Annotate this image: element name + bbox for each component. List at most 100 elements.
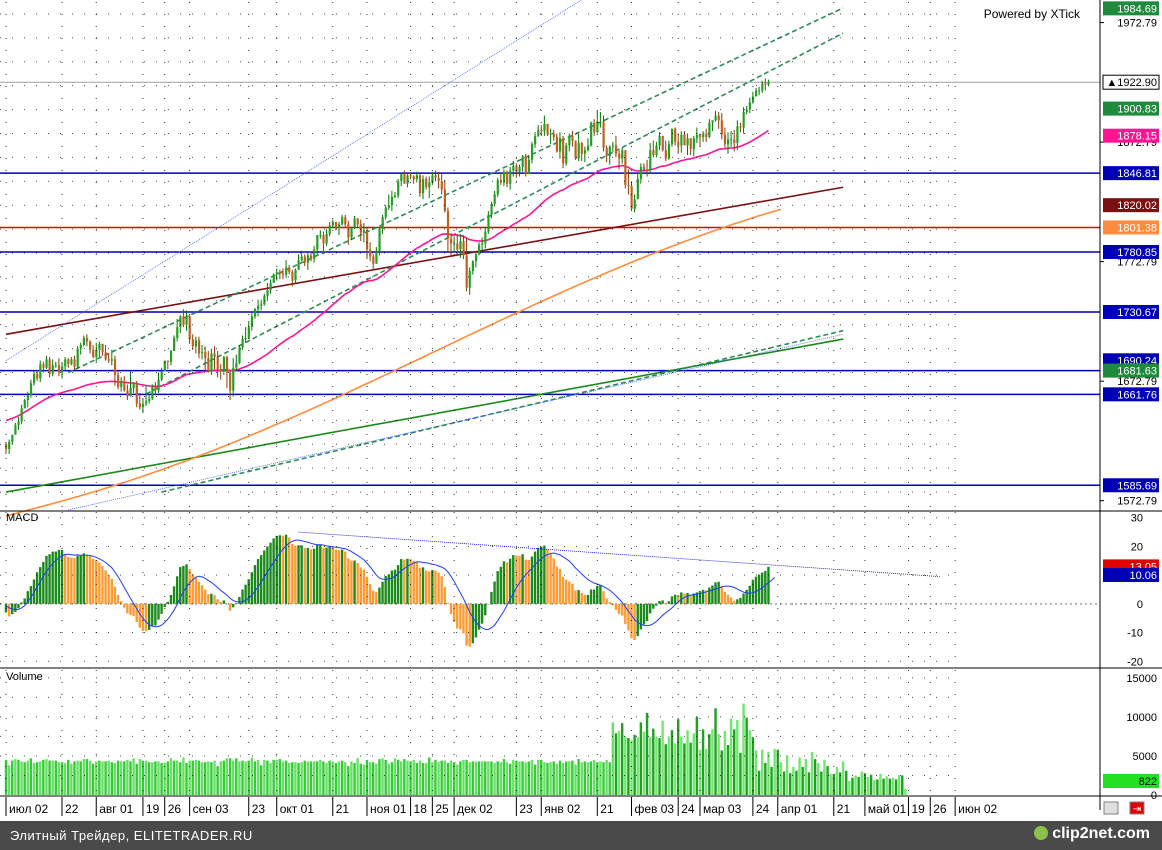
date-label: 23 <box>252 802 266 816</box>
macd-bar <box>166 601 170 604</box>
macd-bar <box>568 581 571 604</box>
candle-body <box>502 171 506 183</box>
candle-body <box>288 267 291 273</box>
macd-bar <box>680 592 683 604</box>
volume-bar <box>344 762 347 795</box>
chart-canvas[interactable]: 1972.791872.791772.791672.791572.791984.… <box>0 0 1162 821</box>
volume-bar <box>639 722 643 795</box>
candle-body <box>605 147 608 157</box>
volume-bar <box>306 761 310 795</box>
volume-bar <box>347 766 350 795</box>
macd-bar <box>135 603 138 622</box>
macd-bar <box>602 591 605 604</box>
volume-bar <box>147 762 151 795</box>
candle-body <box>29 383 33 396</box>
candle-body <box>487 214 490 232</box>
candle-body <box>462 241 465 256</box>
candle-body <box>8 441 11 450</box>
price-pane[interactable] <box>0 0 1100 517</box>
volume-bar <box>194 759 198 795</box>
macd-bar <box>754 576 758 604</box>
macd-bar <box>88 556 92 604</box>
volume-bar <box>443 760 446 795</box>
volume-bar <box>76 760 79 795</box>
candle-body <box>117 374 120 387</box>
macd-bar <box>630 603 633 639</box>
candle-body <box>767 82 770 85</box>
volume-bar <box>119 761 123 795</box>
candle-body <box>515 165 518 172</box>
candle-body <box>14 425 17 435</box>
candle-body <box>316 235 319 250</box>
candle-body <box>92 349 95 358</box>
macd-bar <box>104 570 107 604</box>
volume-bar <box>116 760 120 795</box>
macd-bar <box>322 547 325 604</box>
macd-bar <box>284 534 288 604</box>
macd-bar <box>372 590 375 604</box>
volume-bar <box>219 761 222 795</box>
candle-body <box>730 139 733 141</box>
macd-bar <box>57 549 61 604</box>
macd-bar <box>443 586 446 604</box>
candle-body <box>42 364 45 368</box>
macd-bar <box>705 590 708 604</box>
macd-bar <box>85 554 89 604</box>
macd-bar <box>739 597 742 604</box>
candle-body <box>263 296 266 305</box>
candle-body <box>558 138 562 152</box>
volume-last-bg <box>1103 774 1159 788</box>
candle-body <box>412 176 415 179</box>
volume-bar <box>533 764 537 795</box>
close-pane-button[interactable] <box>1129 801 1145 815</box>
macd-bar <box>331 546 334 604</box>
volume-bar <box>574 764 577 795</box>
candle-body <box>11 434 14 442</box>
candle-body <box>733 139 736 144</box>
candle-body <box>493 194 496 205</box>
candle-body <box>692 138 695 150</box>
volume-bar <box>835 766 839 795</box>
macd-bar <box>428 571 431 604</box>
price-label: 1801.38 <box>1117 222 1157 234</box>
volume-bar <box>325 762 328 795</box>
candle-body <box>400 174 403 182</box>
price-label: 1681.63 <box>1117 366 1157 378</box>
macd-bar <box>390 570 394 604</box>
scroll-buttons[interactable]: ⇥ <box>1103 801 1145 815</box>
candle-body <box>334 221 338 228</box>
macd-bar <box>238 596 241 604</box>
candle-body <box>222 357 226 372</box>
candle-body <box>285 267 288 275</box>
volume-bar <box>820 771 823 795</box>
volume-bar <box>680 736 683 795</box>
candle-body <box>527 159 531 175</box>
macd-bar <box>689 595 692 604</box>
volume-bar <box>200 762 204 795</box>
macd-bar <box>344 551 347 604</box>
volume-bar <box>39 761 42 795</box>
volume-bar <box>599 761 602 795</box>
price-label: 1820.02 <box>1117 200 1157 212</box>
candle-body <box>549 133 552 135</box>
price-label-bg <box>1103 198 1159 213</box>
volume-bar <box>244 761 247 795</box>
macd-bar <box>530 556 534 604</box>
volume-bar <box>487 761 490 795</box>
macd-bar <box>266 546 269 604</box>
close-icon: ⇥ <box>1133 804 1141 815</box>
macd-bar <box>698 590 702 604</box>
macd-bar <box>45 555 48 604</box>
candle-body <box>225 357 229 373</box>
volume-bar <box>378 759 381 795</box>
candle-body <box>381 217 384 230</box>
candle-body <box>281 273 285 275</box>
date-label: 26 <box>933 802 947 816</box>
volume-bar <box>468 762 471 795</box>
macd-tick-label: 30 <box>1131 513 1143 525</box>
macd-pane[interactable] <box>0 531 1100 647</box>
pan-button[interactable] <box>1103 801 1119 815</box>
candle-body <box>422 178 425 194</box>
candle-body <box>154 386 157 391</box>
moving-average-line <box>5 208 782 517</box>
